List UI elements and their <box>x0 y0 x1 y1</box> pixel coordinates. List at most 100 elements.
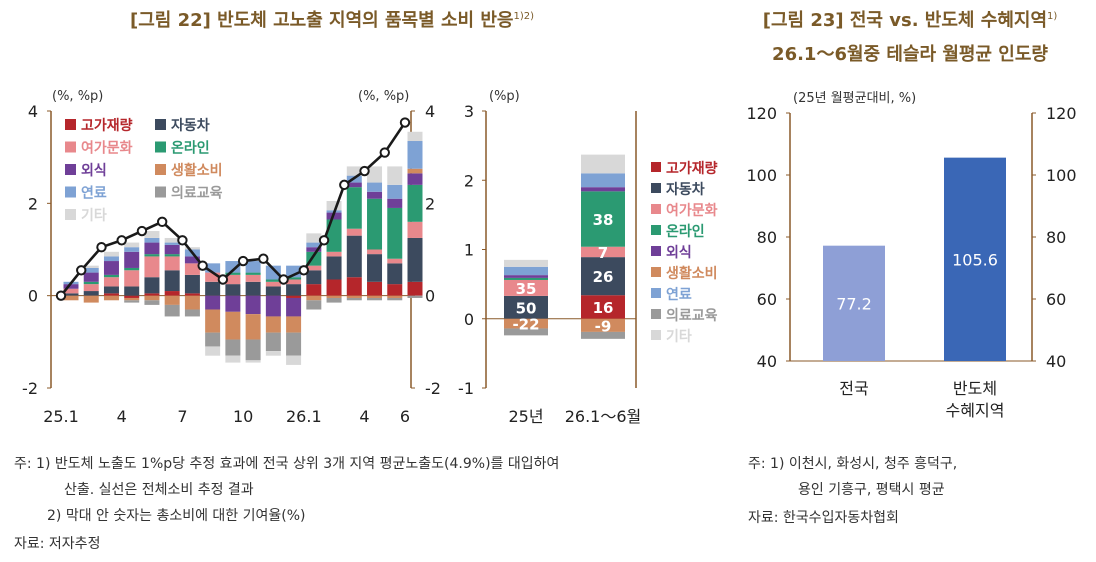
line-point <box>237 255 249 267</box>
bar-segment <box>245 314 261 340</box>
bar-data-label: 7 <box>598 244 608 262</box>
bar-segment <box>164 256 180 271</box>
legend-label: 의료교육 <box>666 307 718 324</box>
bar-segment <box>581 154 625 174</box>
fig23-y-tick-label-right: 60 <box>1046 290 1066 309</box>
bar-segment <box>504 259 548 267</box>
legend-swatch <box>155 164 166 175</box>
bar-segment <box>346 295 362 298</box>
fig23-chart: 40 40 60 60 80 80 100 100 120 120 (25년 월평균대비, %) 77… <box>746 91 1076 420</box>
legend-label: 연료 <box>666 287 692 303</box>
bar-segment <box>346 297 362 301</box>
legend-swatch <box>651 267 661 277</box>
bar-segment <box>83 265 99 268</box>
bar-segment <box>63 284 79 289</box>
bar-segment <box>63 295 79 301</box>
bar-segment <box>225 311 241 340</box>
x-tick-label: 26.1 <box>286 407 322 426</box>
bar-segment <box>326 256 342 280</box>
line-point <box>197 260 208 271</box>
bar-segment <box>124 251 140 268</box>
bar-segment <box>346 277 362 296</box>
bar-segment <box>205 295 221 310</box>
bar-segment <box>144 295 160 301</box>
y-tick-label-right: 4 <box>425 102 435 121</box>
x-tick-label: 6 <box>400 407 410 426</box>
bar-segment <box>407 141 423 169</box>
bar-segment <box>265 265 281 280</box>
bar-segment <box>286 265 302 278</box>
mid-unit-label: (%p) <box>489 89 520 104</box>
y-tick-label-right: 2 <box>425 194 435 213</box>
x-tick-label: 25.1 <box>43 407 79 426</box>
bar-data-label: -9 <box>595 317 612 335</box>
line-point <box>359 165 370 177</box>
fig23-y-tick-label-right: 100 <box>1046 166 1077 185</box>
bar-segment <box>504 275 548 278</box>
bar-segment <box>245 360 261 363</box>
legend-swatch <box>65 209 76 220</box>
bar-segment <box>124 295 140 298</box>
bar-segment <box>225 339 241 356</box>
bar-segment <box>103 251 119 257</box>
bar-segment <box>367 254 383 282</box>
y-tick-label-left: 2 <box>28 194 38 213</box>
legend-label: 외식 <box>666 244 692 261</box>
bar-segment <box>245 281 261 296</box>
legend-swatch <box>651 162 661 172</box>
fig23-note-1b: 용인 기흥구, 평택시 평균 <box>798 482 945 498</box>
fig22-title-text: [그림 22] 반도체 고노출 지역의 품목별 소비 반응 <box>130 10 514 31</box>
line-point <box>399 117 411 128</box>
bar-segment <box>581 257 625 296</box>
x-tick-label: 10 <box>233 407 253 426</box>
bar-segment <box>407 281 423 296</box>
bar-segment <box>83 267 99 273</box>
bar-segment <box>83 281 99 285</box>
legend-swatch <box>155 119 166 130</box>
bar-segment <box>144 300 160 305</box>
bar-segment <box>387 198 403 208</box>
fig22-note-2: 2) 막대 안 숫자는 총소비에 대한 기여율(%) <box>47 508 306 524</box>
bar-segment <box>387 297 403 301</box>
fig22-note-1: 주: 1) 반도체 노출도 1%p당 추정 효과에 전국 상위 3개 지역 평균… <box>14 456 560 472</box>
fig23-x-tick-label: 수혜지역 <box>946 401 1005 420</box>
y-tick-label-right: -2 <box>425 379 441 398</box>
bar-segment <box>144 254 160 257</box>
legend-label: 의료교육 <box>171 185 223 202</box>
legend-label: 생활소비 <box>666 265 718 282</box>
mid-y-tick-label: 1 <box>464 241 474 260</box>
bar-segment <box>83 291 99 296</box>
legend-label: 고가재량 <box>666 161 718 177</box>
bar-segment <box>326 201 342 211</box>
bar-segment <box>164 244 180 255</box>
bar-segment <box>184 293 200 296</box>
bar-segment <box>144 277 160 294</box>
fig23-unit-label: (25년 월평균대비, %) <box>793 91 916 106</box>
bar-segment <box>581 187 625 192</box>
bar-segment <box>346 228 362 236</box>
bar-segment <box>407 237 423 282</box>
bar-segment <box>164 291 180 296</box>
unit-label-right: (%, %p) <box>358 89 409 104</box>
fig23-y-tick-label: 100 <box>746 166 777 185</box>
fig22-title-footnote-mark: 1)2) <box>513 11 534 22</box>
bar-segment <box>205 346 221 356</box>
line-point <box>156 216 168 228</box>
bar-segment <box>265 279 281 282</box>
bar-segment <box>306 284 322 296</box>
fig23-note-1: 주: 1) 이천시, 화성시, 청주 흥덕구, <box>748 456 958 472</box>
legend-label: 온라인 <box>666 223 705 240</box>
fig23-y-tick-label: 60 <box>757 290 777 309</box>
legend-swatch <box>651 225 661 235</box>
bar-segment <box>326 279 342 296</box>
bar-segment <box>103 277 119 287</box>
bar-segment <box>265 281 281 287</box>
bar-segment <box>103 274 119 278</box>
fig23-x-tick-label: 전국 <box>839 379 868 398</box>
bar-segment <box>286 332 302 356</box>
bar-segment <box>205 309 221 333</box>
bar-segment <box>306 300 322 310</box>
mid-y-tick-label: 0 <box>464 310 474 329</box>
